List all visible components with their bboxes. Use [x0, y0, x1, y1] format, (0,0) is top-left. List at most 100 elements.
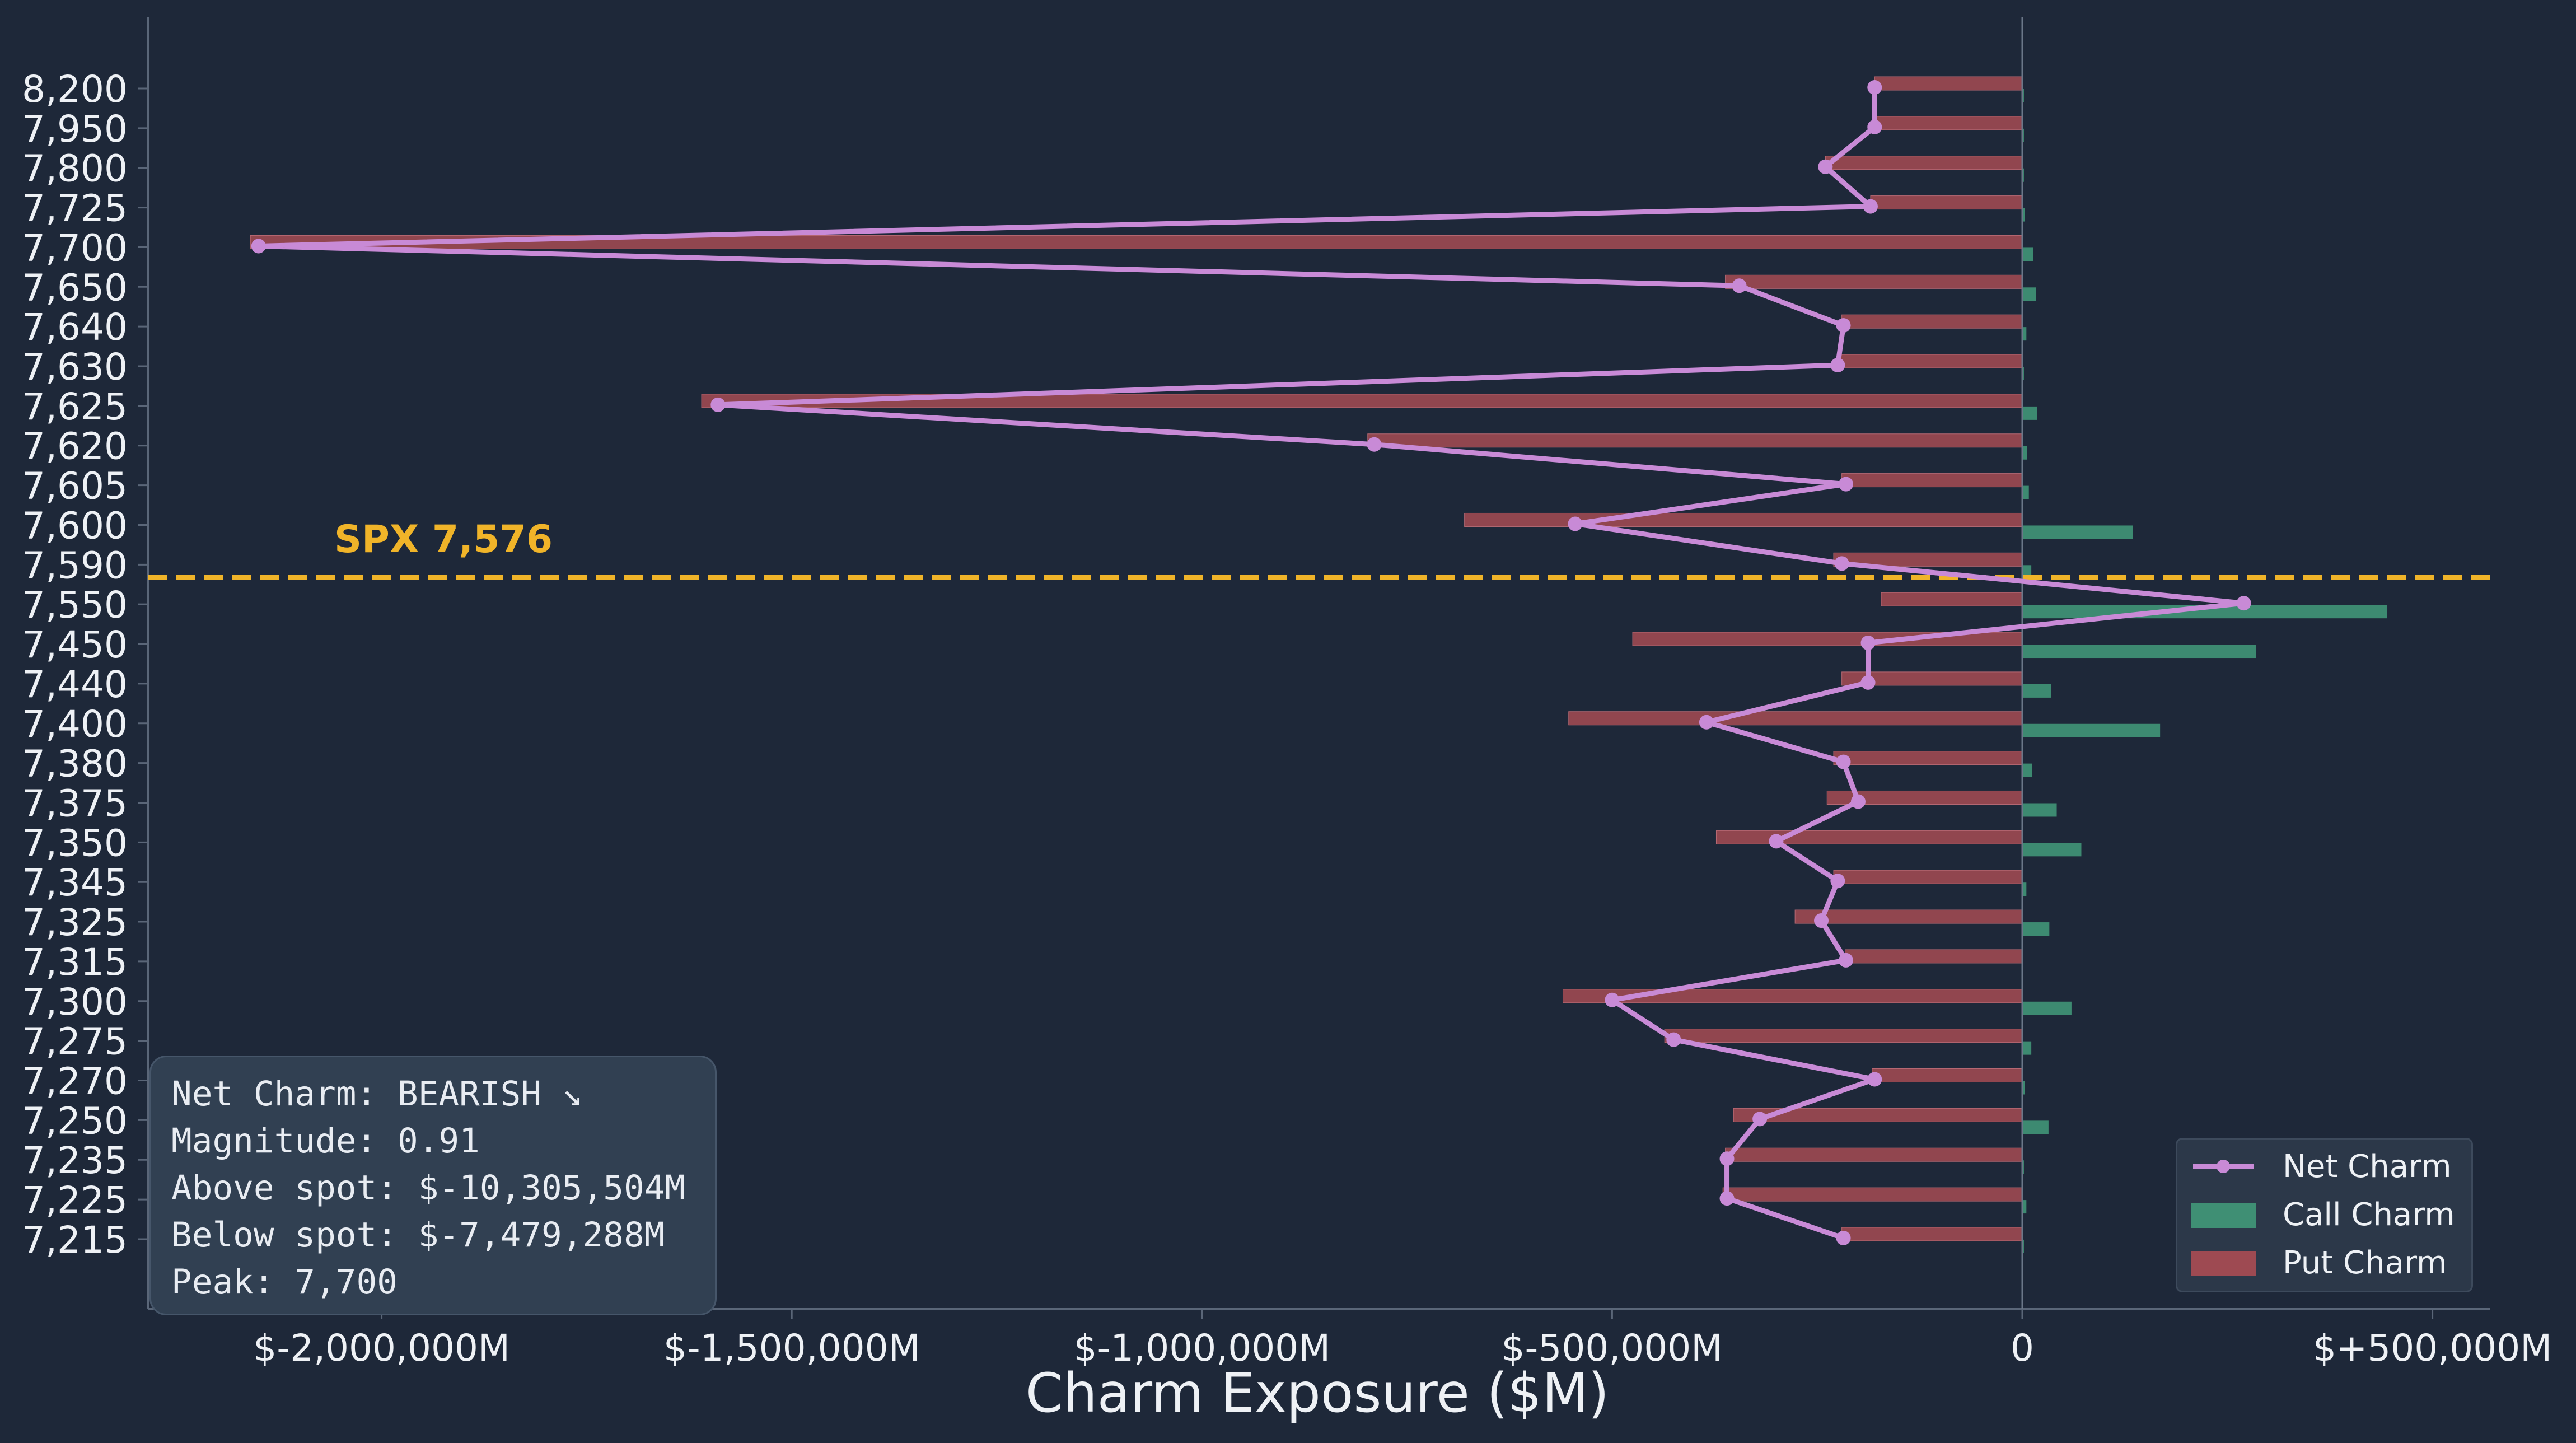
- net-charm-point: [1834, 556, 1849, 571]
- call-charm-bar: [2022, 287, 2036, 301]
- legend-item-put-charm: Put Charm: [2177, 1240, 2471, 1285]
- call-charm-bar: [2022, 763, 2032, 777]
- call-charm-bar: [2022, 645, 2256, 659]
- call-charm-swatch: [2191, 1203, 2256, 1228]
- y-tick-label: 7,300: [22, 980, 128, 1024]
- net-charm-point: [251, 239, 266, 254]
- call-charm-bar: [2022, 723, 2161, 737]
- put-charm-swatch: [2191, 1251, 2256, 1276]
- net-charm-point: [1860, 636, 1876, 651]
- call-charm-bar: [2022, 1081, 2025, 1095]
- legend: Net Charm Call Charm Put Charm: [2176, 1138, 2473, 1292]
- y-tick-label: 7,725: [22, 187, 128, 230]
- net-charm-point: [1838, 477, 1853, 492]
- y-tick-label: 7,350: [22, 821, 128, 865]
- y-tick-label: 7,380: [22, 742, 128, 786]
- y-tick-label: 7,215: [22, 1218, 128, 1262]
- call-charm-bar: [2022, 1001, 2072, 1015]
- put-charm-bar: [1715, 830, 2023, 844]
- y-tick-label: 7,550: [22, 583, 128, 627]
- net-charm-point: [1769, 834, 1784, 849]
- net-charm-point: [1850, 794, 1866, 809]
- put-charm-bar: [1874, 116, 2023, 130]
- ticks-layer: 8,2007,9507,8007,7257,7007,6507,6407,630…: [22, 68, 2552, 1370]
- net-charm-point: [1830, 358, 1845, 373]
- y-tick-label: 7,250: [22, 1099, 128, 1142]
- put-charm-bar: [1664, 1029, 2023, 1043]
- net-charm-point: [1836, 1230, 1851, 1245]
- legend-item-net-charm: Net Charm: [2177, 1144, 2471, 1189]
- net-charm-point: [1838, 952, 1853, 968]
- x-axis-title: Charm Exposure ($M): [1026, 1362, 1609, 1425]
- bars-layer: [250, 76, 2388, 1253]
- net-charm-swatch: [2193, 1160, 2254, 1173]
- put-charm-bar: [1794, 909, 2023, 924]
- y-tick-label: 7,440: [22, 663, 128, 706]
- legend-label-net-charm: Net Charm: [2283, 1148, 2452, 1185]
- net-charm-point: [2236, 596, 2251, 611]
- above-spot-summary: Above spot: $-10,305,504M: [171, 1168, 686, 1208]
- call-charm-bar: [2022, 327, 2027, 341]
- net-charm-point: [1867, 119, 1882, 134]
- y-tick-label: 8,200: [22, 68, 128, 111]
- put-charm-bar: [1725, 274, 2023, 289]
- net-charm-point: [1605, 992, 1620, 1007]
- call-charm-bar: [2022, 803, 2057, 817]
- x-tick-label: $-2,000,000M: [253, 1327, 510, 1370]
- net-charm-point: [1719, 1151, 1735, 1166]
- call-charm-bar: [2022, 406, 2037, 420]
- put-charm-bar: [1874, 76, 2023, 91]
- call-charm-bar: [2022, 485, 2029, 499]
- put-charm-bar: [1841, 1227, 2023, 1241]
- call-charm-bar: [2022, 1041, 2032, 1055]
- y-tick-label: 7,270: [22, 1060, 128, 1103]
- put-charm-bar: [1872, 1068, 2023, 1082]
- net-charm-point: [1836, 318, 1851, 333]
- legend-label-put-charm: Put Charm: [2283, 1245, 2447, 1281]
- y-tick-label: 7,325: [22, 901, 128, 944]
- summary-box: Net Charm: BEARISH ↘ Magnitude: 0.91 Abo…: [149, 1056, 717, 1315]
- legend-label-call-charm: Call Charm: [2283, 1197, 2455, 1233]
- y-tick-label: 7,625: [22, 385, 128, 428]
- call-charm-bar: [2022, 247, 2033, 261]
- y-tick-label: 7,650: [22, 266, 128, 309]
- net-charm-point: [1867, 80, 1882, 95]
- put-charm-bar: [1367, 433, 2023, 448]
- x-tick-label: $-1,500,000M: [663, 1327, 920, 1370]
- spot-layer: SPX 7,576: [148, 517, 2490, 580]
- put-charm-bar: [1725, 1147, 2023, 1162]
- y-tick-label: 7,800: [22, 147, 128, 190]
- x-tick-label: $+500,000M: [2313, 1327, 2552, 1370]
- y-tick-label: 7,630: [22, 345, 128, 389]
- call-charm-bar: [2022, 684, 2051, 698]
- y-tick-label: 7,400: [22, 703, 128, 746]
- y-tick-label: 7,235: [22, 1139, 128, 1182]
- y-tick-label: 7,605: [22, 465, 128, 508]
- net-charm-point: [1367, 437, 1382, 452]
- net-charm-point: [1860, 675, 1876, 690]
- put-charm-bar: [1464, 512, 2023, 527]
- spot-price-label: SPX 7,576: [334, 517, 553, 562]
- call-charm-bar: [2022, 446, 2027, 460]
- net-charm-point: [1863, 199, 1878, 214]
- net-charm-point: [1814, 913, 1829, 928]
- y-tick-label: 7,600: [22, 504, 128, 547]
- call-charm-bar: [2022, 525, 2133, 539]
- call-charm-bar: [2022, 1120, 2049, 1134]
- peak-summary: Peak: 7,700: [171, 1262, 398, 1302]
- put-charm-bar: [1722, 1187, 2023, 1202]
- y-tick-label: 7,950: [22, 108, 128, 151]
- below-spot-summary: Below spot: $-7,479,288M: [171, 1215, 665, 1255]
- call-charm-bar: [2022, 208, 2025, 222]
- put-charm-bar: [1837, 354, 2023, 368]
- x-tick-label: $-1,000,000M: [1073, 1327, 1330, 1370]
- legend-item-call-charm: Call Charm: [2177, 1192, 2471, 1237]
- call-charm-bar: [2022, 922, 2050, 936]
- net-charm-point: [1752, 1112, 1768, 1127]
- put-charm-bar: [1845, 949, 2023, 964]
- x-tick-label: $-500,000M: [1502, 1327, 1723, 1370]
- net-charm-point: [1818, 159, 1833, 174]
- put-charm-bar: [1568, 711, 2023, 726]
- put-charm-bar: [1825, 156, 2023, 170]
- net-charm-point: [1867, 1072, 1882, 1087]
